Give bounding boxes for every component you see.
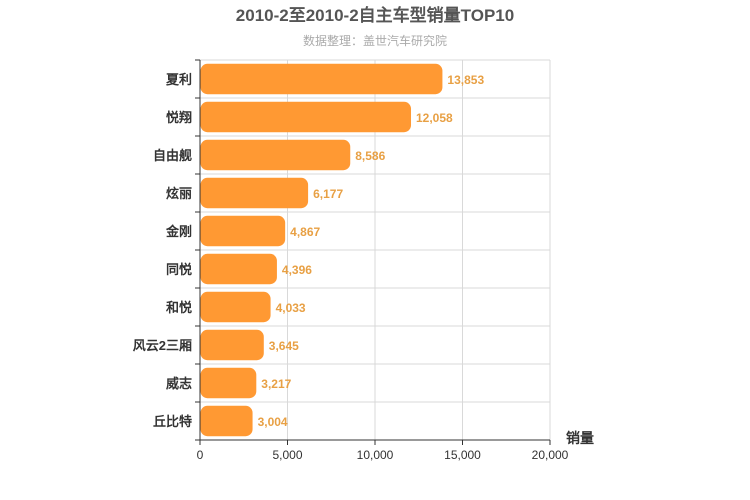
bar[interactable]	[200, 329, 264, 361]
bars-group: 13,853 12,058 8,586 6,177 4,867 4,396 4,033 3,6…	[200, 63, 484, 437]
data-label: 12,058	[416, 111, 453, 125]
category-label: 和悦	[166, 300, 192, 315]
category-label: 炫丽	[166, 186, 192, 201]
bar[interactable]	[200, 101, 412, 133]
category-label: 金刚	[165, 224, 192, 239]
bar[interactable]	[200, 405, 253, 437]
category-label: 悦翔	[166, 110, 192, 125]
category-label: 夏利	[165, 72, 192, 87]
category-label: 同悦	[166, 262, 192, 277]
data-label: 6,177	[313, 187, 343, 201]
bar[interactable]	[200, 291, 271, 323]
bar[interactable]	[200, 63, 443, 95]
x-tick-label: 20,000	[532, 448, 569, 462]
x-tick-label: 5,000	[272, 448, 302, 462]
bar[interactable]	[200, 139, 351, 171]
bar[interactable]	[200, 253, 277, 285]
data-label: 8,586	[355, 149, 385, 163]
chart-title: 2010-2至2010-2自主车型销量TOP10	[236, 5, 514, 25]
category-label: 威志	[166, 376, 192, 391]
data-label: 3,645	[269, 339, 299, 353]
data-label: 4,033	[276, 301, 306, 315]
x-tick-label: 10,000	[357, 448, 394, 462]
data-label: 3,004	[258, 415, 288, 429]
x-tick-label: 0	[197, 448, 204, 462]
data-label: 4,867	[290, 225, 320, 239]
data-label: 13,853	[447, 73, 484, 87]
bar[interactable]	[200, 367, 257, 399]
chart-subtitle: 数据整理：盖世汽车研究院	[303, 33, 447, 48]
data-label: 4,396	[282, 263, 312, 277]
bar[interactable]	[200, 177, 309, 209]
data-label: 3,217	[261, 377, 291, 391]
x-axis-title: 销量	[566, 430, 594, 446]
category-label: 自由舰	[153, 148, 192, 163]
category-label: 风云2三厢	[133, 338, 192, 353]
x-tick-label: 15,000	[444, 448, 481, 462]
category-label: 丘比特	[153, 414, 192, 429]
bar[interactable]	[200, 215, 286, 247]
grid-lines	[200, 59, 551, 440]
